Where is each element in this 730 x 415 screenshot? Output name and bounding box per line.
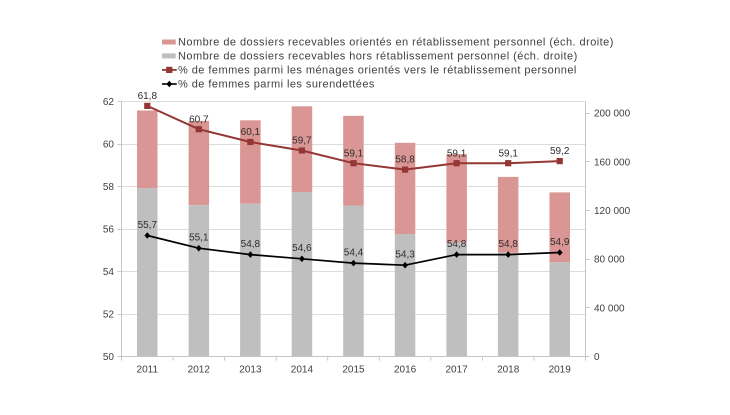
svg-text:Nombre de dossiers recevables: Nombre de dossiers recevables orientés e… (178, 37, 614, 49)
svg-text:59,1: 59,1 (344, 148, 364, 159)
svg-text:54: 54 (103, 267, 115, 278)
svg-text:62: 62 (103, 97, 115, 108)
svg-text:2012: 2012 (188, 365, 211, 376)
svg-text:120 000: 120 000 (594, 206, 631, 217)
svg-text:54,8: 54,8 (241, 239, 261, 250)
svg-text:60,7: 60,7 (189, 114, 209, 125)
svg-text:2011: 2011 (137, 365, 159, 376)
svg-text:40 000: 40 000 (594, 303, 625, 314)
svg-text:58,8: 58,8 (395, 155, 415, 166)
svg-text:200 000: 200 000 (594, 109, 631, 120)
svg-text:80 000: 80 000 (594, 255, 625, 266)
svg-text:59,1: 59,1 (498, 148, 518, 159)
svg-text:160 000: 160 000 (594, 157, 631, 168)
svg-text:55,1: 55,1 (189, 233, 209, 244)
svg-text:54,8: 54,8 (447, 239, 467, 250)
svg-text:60: 60 (103, 140, 115, 151)
svg-text:54,4: 54,4 (344, 248, 364, 259)
svg-text:61,8: 61,8 (138, 91, 158, 102)
svg-text:50: 50 (103, 352, 115, 363)
svg-text:54,3: 54,3 (395, 250, 415, 261)
svg-text:54,8: 54,8 (498, 239, 518, 250)
svg-text:59,1: 59,1 (447, 148, 467, 159)
svg-text:54,6: 54,6 (292, 243, 312, 254)
svg-text:58: 58 (103, 182, 115, 193)
svg-text:Nombre de dossiers recevables: Nombre de dossiers recevables hors rétab… (178, 51, 578, 63)
svg-text:2014: 2014 (291, 365, 314, 376)
svg-text:2018: 2018 (497, 365, 520, 376)
svg-text:56: 56 (103, 225, 115, 236)
svg-text:55,7: 55,7 (138, 220, 158, 231)
svg-text:% de femmes parmi les ménages: % de femmes parmi les ménages orientés v… (178, 65, 577, 77)
svg-text:% de femmes parmi les surendet: % de femmes parmi les surendettées (178, 79, 375, 91)
svg-text:2016: 2016 (394, 365, 417, 376)
svg-text:54,9: 54,9 (550, 237, 570, 248)
svg-text:2013: 2013 (239, 365, 262, 376)
svg-text:2017: 2017 (445, 365, 468, 376)
svg-text:0: 0 (594, 352, 600, 363)
svg-text:52: 52 (103, 310, 115, 321)
svg-text:59,2: 59,2 (550, 146, 570, 157)
svg-text:60,1: 60,1 (241, 127, 261, 138)
svg-text:59,7: 59,7 (292, 136, 312, 147)
svg-text:2015: 2015 (342, 365, 365, 376)
svg-text:2019: 2019 (549, 365, 572, 376)
